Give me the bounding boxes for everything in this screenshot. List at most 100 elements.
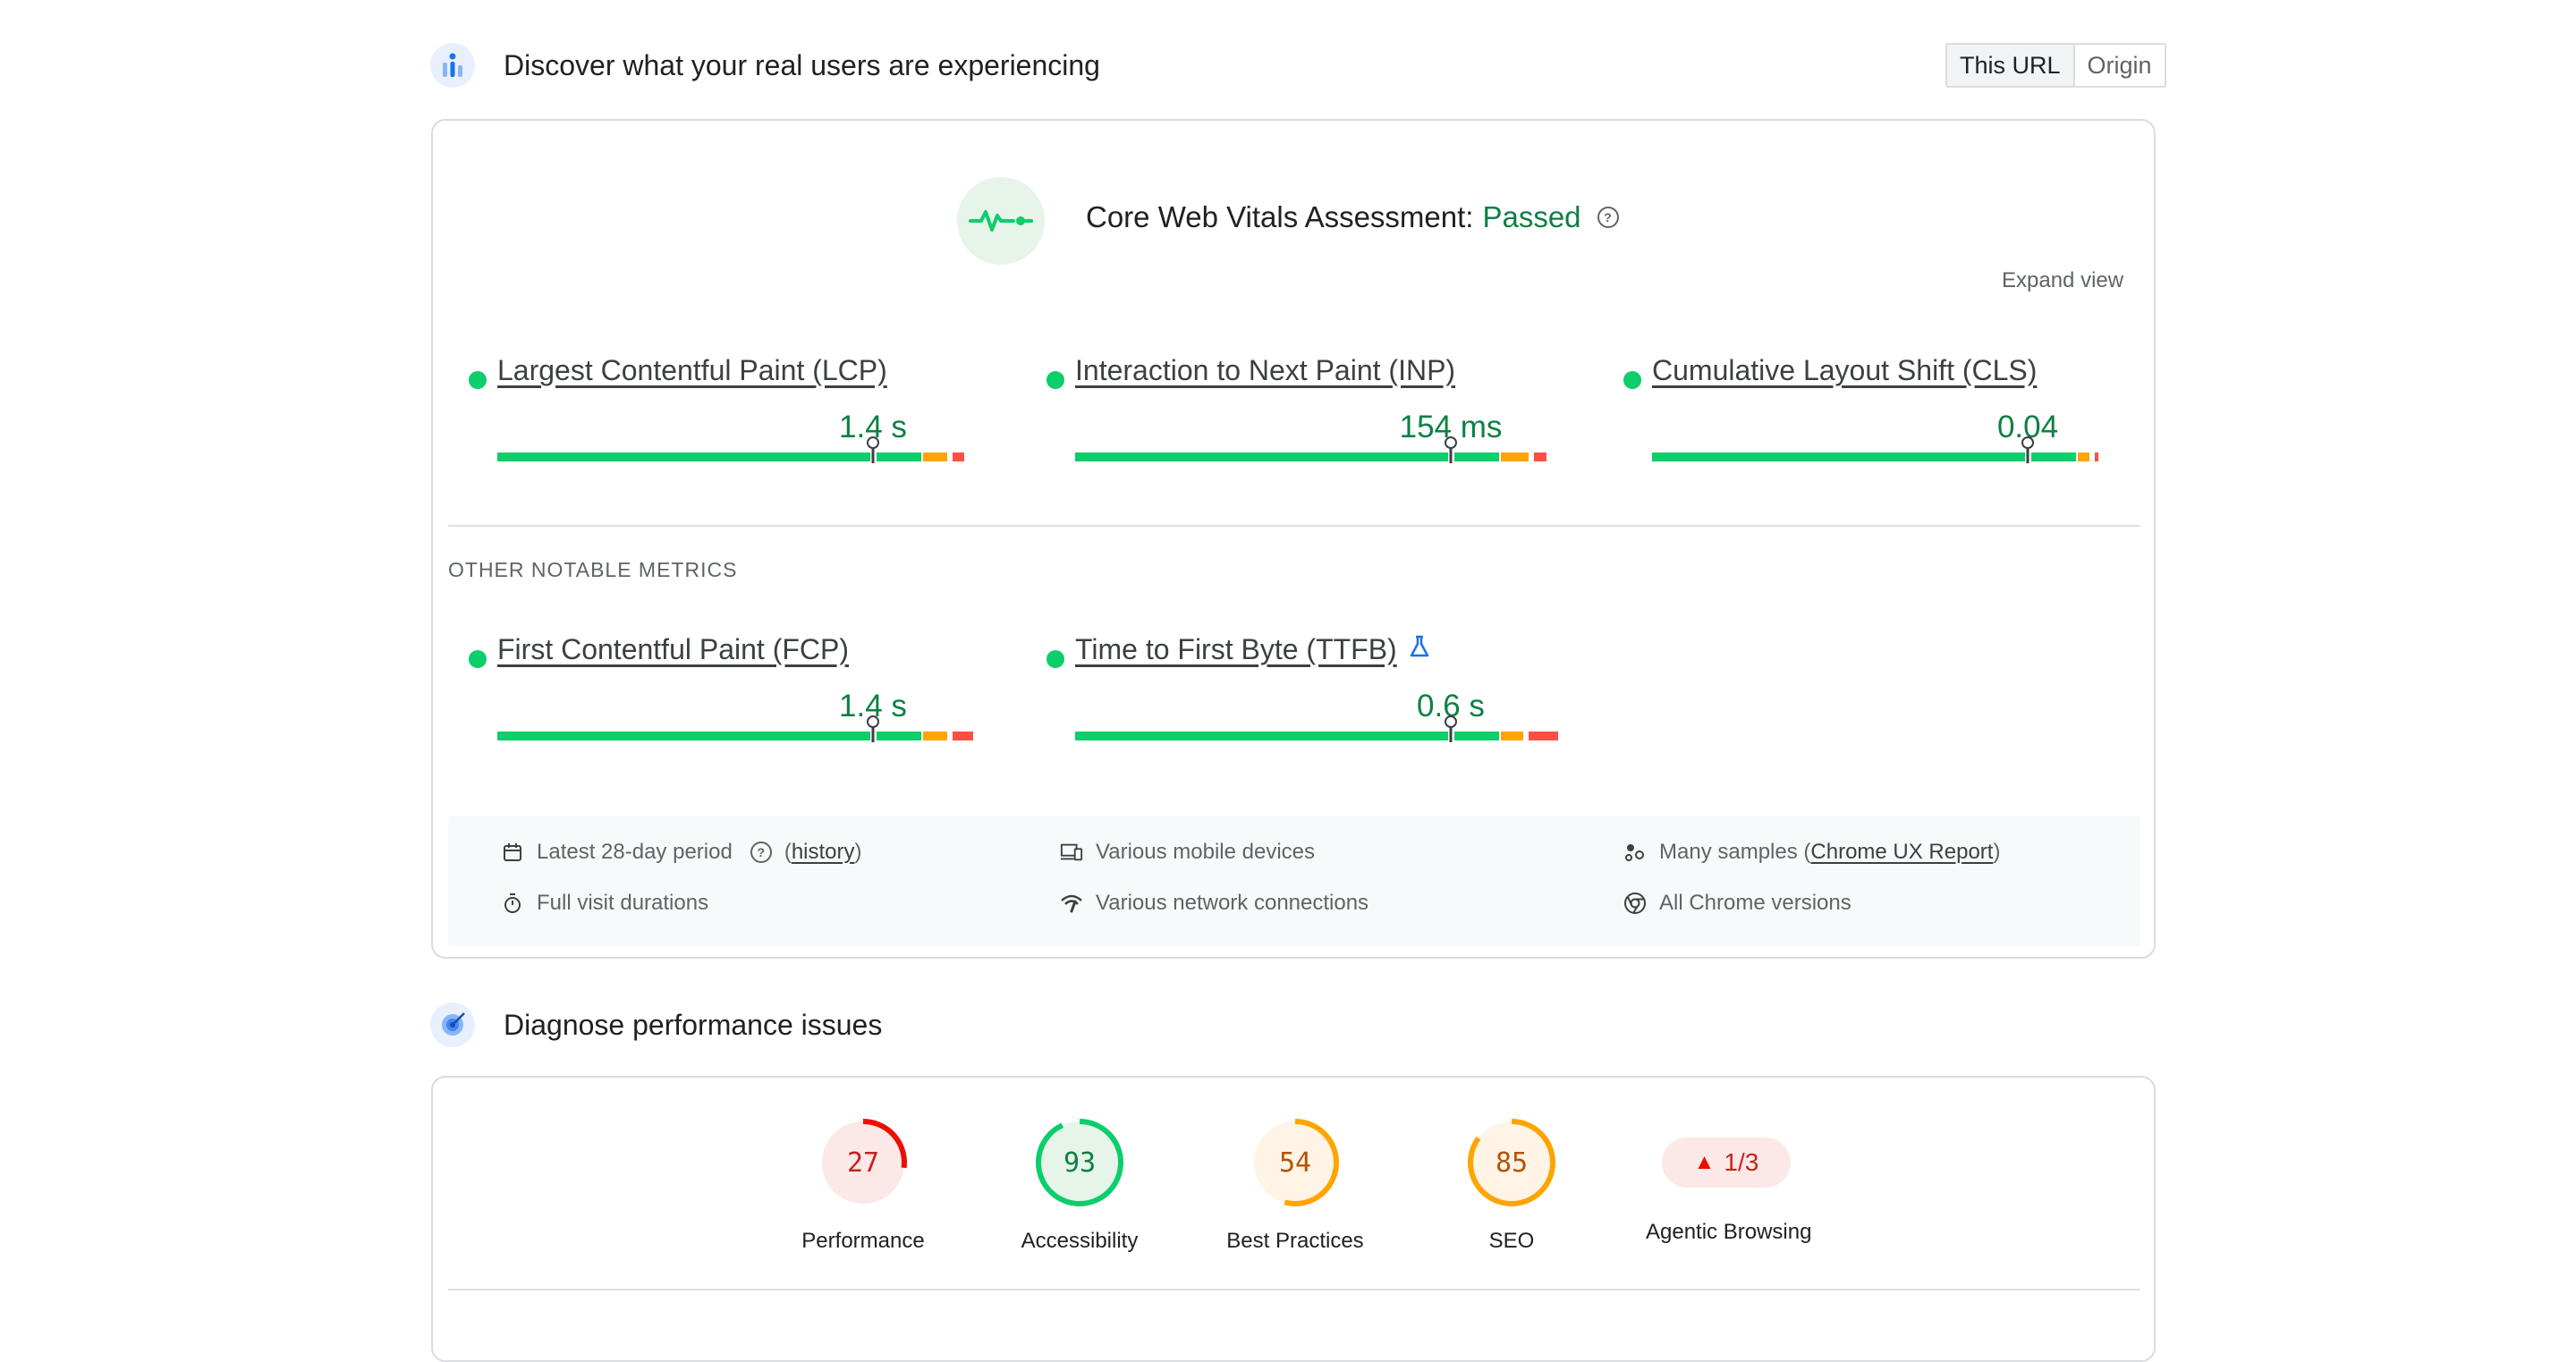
calendar-icon bbox=[501, 841, 524, 864]
bar-ni-segment bbox=[2078, 453, 2090, 461]
gauge-label: Agentic Browsing bbox=[1646, 1220, 1812, 1244]
metric-ttfb: Time to First Byte (TTFB) 0.6 s bbox=[1046, 633, 1559, 767]
lab-data-header: Diagnose performance issues bbox=[430, 1002, 882, 1047]
field-data-header: Discover what your real users are experi… bbox=[430, 43, 1100, 88]
status-dot bbox=[469, 371, 487, 389]
url-origin-toggle[interactable]: This URL Origin bbox=[1945, 43, 2166, 88]
gauge-arc bbox=[819, 1119, 907, 1206]
history-paren: (history) bbox=[784, 840, 862, 864]
info-durations: Full visit durations bbox=[501, 891, 708, 916]
bar-poor-segment bbox=[2095, 453, 2098, 461]
gauge-ring: 54 bbox=[1250, 1118, 1340, 1207]
metric-name-link[interactable]: Cumulative Layout Shift (CLS) bbox=[1652, 354, 2038, 386]
field-info-panel bbox=[448, 816, 2140, 946]
field-data-title: Discover what your real users are experi… bbox=[504, 48, 1100, 81]
gauge-performance[interactable]: 27 Performance bbox=[783, 1118, 944, 1254]
vitals-pulse-icon bbox=[957, 177, 1045, 265]
bar-poor-segment bbox=[1534, 453, 1546, 461]
bar-good-segment-rest bbox=[877, 732, 921, 740]
bar-ni-segment bbox=[1501, 453, 1530, 461]
origin-tab[interactable]: Origin bbox=[2087, 52, 2152, 79]
gauge-score: 93 bbox=[1063, 1146, 1097, 1179]
warning-triangle-icon: ▲ bbox=[1693, 1150, 1716, 1174]
metric-cls: Cumulative Layout Shift (CLS) 0.04 bbox=[1623, 354, 2124, 488]
gauge-score: 85 bbox=[1495, 1146, 1529, 1179]
cwv-assessment: Core Web Vitals Assessment: Passed ? bbox=[1086, 200, 1619, 234]
metric-name-link[interactable]: Largest Contentful Paint (LCP) bbox=[497, 354, 887, 386]
status-dot bbox=[1046, 650, 1064, 668]
devices-text: Various mobile devices bbox=[1096, 840, 1316, 864]
bar-good-segment bbox=[1652, 453, 2025, 461]
samples-icon bbox=[1623, 841, 1647, 864]
bar-good-segment-rest bbox=[877, 453, 921, 461]
gauge-arc bbox=[1036, 1119, 1123, 1206]
bar-good-segment bbox=[1075, 732, 1448, 740]
network-icon bbox=[1060, 892, 1083, 915]
network-text: Various network connections bbox=[1096, 891, 1369, 915]
period-text: Latest 28-day period bbox=[537, 840, 733, 864]
gauge-arc bbox=[1468, 1119, 1555, 1206]
gauge-label: SEO bbox=[1488, 1229, 1535, 1253]
p75-marker-line bbox=[1449, 447, 1453, 463]
p75-marker-line bbox=[2026, 447, 2029, 463]
samples-prefix: Many samples ( bbox=[1659, 840, 1811, 864]
info-samples: Many samples (Chrome UX Report) bbox=[1623, 840, 2000, 865]
bar-good-segment bbox=[497, 732, 870, 740]
experimental-flask-icon bbox=[1410, 635, 1429, 664]
chrome-icon bbox=[1623, 892, 1647, 915]
gauge-ring: 85 bbox=[1467, 1118, 1556, 1207]
p75-marker-line bbox=[871, 726, 875, 742]
p75-marker-line bbox=[871, 447, 875, 463]
gauge-score: 27 bbox=[846, 1146, 880, 1179]
bar-good-segment-rest bbox=[1454, 732, 1499, 740]
distribution-bar bbox=[497, 732, 998, 740]
bar-poor-segment bbox=[952, 732, 974, 740]
gauge-label: Best Practices bbox=[1226, 1229, 1364, 1253]
gauge-agentic-browsing[interactable]: ▲ 1/3 Agentic Browsing bbox=[1646, 1118, 1812, 1245]
info-network: Various network connections bbox=[1060, 891, 1368, 916]
bar-good-segment bbox=[497, 453, 870, 461]
metric-name-link[interactable]: Time to First Byte (TTFB) bbox=[1075, 633, 1397, 665]
lab-divider bbox=[448, 1289, 2140, 1290]
distribution-bar bbox=[1075, 453, 1576, 461]
gauge-label: Performance bbox=[801, 1229, 925, 1253]
this-url-tab[interactable]: This URL bbox=[1947, 45, 2075, 86]
metric-inp: Interaction to Next Paint (INP) 154 ms bbox=[1046, 354, 1547, 488]
gauge-accessibility[interactable]: 93 Accessibility bbox=[999, 1118, 1160, 1254]
gauge-arc bbox=[1251, 1119, 1339, 1206]
devices-icon bbox=[1060, 841, 1083, 864]
stopwatch-icon bbox=[501, 892, 524, 915]
gauge-best-practices[interactable]: 54 Best Practices bbox=[1215, 1118, 1376, 1254]
versions-text: All Chrome versions bbox=[1659, 891, 1852, 915]
gauge-label: Accessibility bbox=[1021, 1229, 1139, 1253]
gauge-ring: 93 bbox=[1035, 1118, 1124, 1207]
bar-good-segment-rest bbox=[2031, 453, 2076, 461]
bar-ni-segment bbox=[923, 453, 947, 461]
metric-name-link[interactable]: Interaction to Next Paint (INP) bbox=[1075, 354, 1456, 386]
history-link[interactable]: history bbox=[791, 840, 855, 864]
other-metrics-label: OTHER NOTABLE METRICS bbox=[448, 558, 738, 581]
info-period: Latest 28-day period ? (history) bbox=[501, 840, 862, 865]
chrome-ux-report-link[interactable]: Chrome UX Report bbox=[1810, 840, 1994, 864]
distribution-bar bbox=[1075, 732, 1576, 740]
help-icon[interactable]: ? bbox=[1597, 207, 1619, 228]
period-help-icon[interactable]: ? bbox=[750, 842, 772, 863]
agentic-badge: ▲ 1/3 bbox=[1662, 1138, 1791, 1188]
bar-good-segment-rest bbox=[1454, 453, 1499, 461]
p75-marker-line bbox=[1449, 726, 1453, 742]
agentic-value: 1/3 bbox=[1724, 1148, 1759, 1176]
status-dot bbox=[1623, 371, 1641, 389]
durations-text: Full visit durations bbox=[537, 891, 709, 915]
cwv-assessment-label: Core Web Vitals Assessment: bbox=[1086, 200, 1474, 233]
lighthouse-target-icon bbox=[430, 1002, 475, 1047]
gauge-score: 54 bbox=[1278, 1146, 1312, 1179]
info-versions: All Chrome versions bbox=[1623, 891, 1852, 916]
expand-view-button[interactable]: Expand view bbox=[2002, 268, 2124, 292]
metric-name-link[interactable]: First Contentful Paint (FCP) bbox=[497, 633, 849, 665]
metric-fcp: First Contentful Paint (FCP) 1.4 s bbox=[469, 633, 974, 767]
distribution-bar bbox=[497, 453, 998, 461]
status-dot bbox=[1046, 371, 1064, 389]
bar-poor-segment bbox=[1528, 732, 1559, 740]
gauge-seo[interactable]: 85 SEO bbox=[1431, 1118, 1592, 1254]
bar-ni-segment bbox=[923, 732, 947, 740]
